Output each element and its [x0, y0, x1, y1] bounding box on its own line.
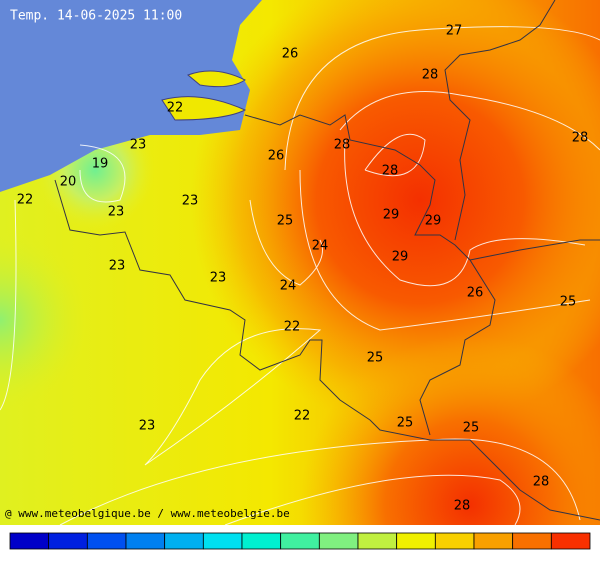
temp-label: 25: [463, 421, 480, 436]
temp-label: 29: [425, 214, 442, 229]
temp-label: 28: [422, 68, 439, 83]
temp-label: 23: [108, 205, 125, 220]
colorbar-cell: [357, 532, 398, 550]
labels: 27 26 28 22 23 28 26 28 19 28 20 22 23 23 29 29 25 24 29 23…: [17, 24, 589, 514]
temp-label: 28: [533, 475, 550, 490]
colorbar-cell: [473, 532, 514, 550]
colorbar-cell: [164, 532, 204, 550]
colorbar-cell: [9, 532, 50, 550]
temp-label: 29: [383, 208, 400, 223]
colorbar-cell: [396, 532, 436, 550]
colorbar-cell: [202, 532, 243, 550]
temp-label: 23: [139, 419, 156, 434]
temp-label: 23: [182, 194, 199, 209]
colorbar-cell: [434, 532, 475, 550]
temp-label: 24: [280, 279, 297, 294]
colorbar-cell: [241, 532, 282, 550]
colorbar-cell: [280, 532, 320, 550]
colorbar-cell: [86, 532, 127, 550]
temp-label: 26: [268, 149, 285, 164]
temp-label: 22: [17, 193, 34, 208]
temp-label: 24: [312, 239, 329, 254]
temp-label: 20: [60, 175, 77, 190]
temp-label: 26: [467, 286, 484, 301]
temp-label: 23: [130, 138, 147, 153]
temp-label: 29: [392, 250, 409, 265]
temp-label: 26: [282, 47, 299, 62]
colorbar-cell: [48, 532, 88, 550]
temp-label: 23: [109, 259, 126, 274]
temp-label: 25: [277, 214, 294, 229]
temp-label: 28: [572, 131, 589, 146]
temp-label: 25: [560, 295, 577, 310]
colorbar-cell: [512, 532, 552, 550]
temp-label: 23: [210, 271, 227, 286]
colorbar-cell: [550, 532, 591, 550]
sea: [0, 0, 262, 192]
title: Temp. 14-06-2025 11:00: [10, 9, 182, 24]
temp-label: 19: [92, 157, 109, 172]
temp-label: 27: [446, 24, 463, 39]
colorbar-cell: [125, 532, 166, 550]
temp-label: 28: [454, 499, 471, 514]
colorbar-cell: [318, 532, 359, 550]
credit: @ www.meteobelgique.be / www.meteobelgie…: [5, 507, 290, 520]
isolines: [0, 26, 600, 526]
temp-label: 28: [334, 138, 351, 153]
temp-label: 22: [284, 320, 301, 335]
temp-label: 22: [167, 101, 184, 116]
islands: [161, 70, 247, 121]
temp-label: 28: [382, 164, 399, 179]
borders: [54, 0, 600, 521]
temp-label: 25: [397, 416, 414, 431]
temp-label: 25: [367, 351, 384, 366]
colorbar: [9, 532, 591, 550]
temp-label: 22: [294, 409, 311, 424]
